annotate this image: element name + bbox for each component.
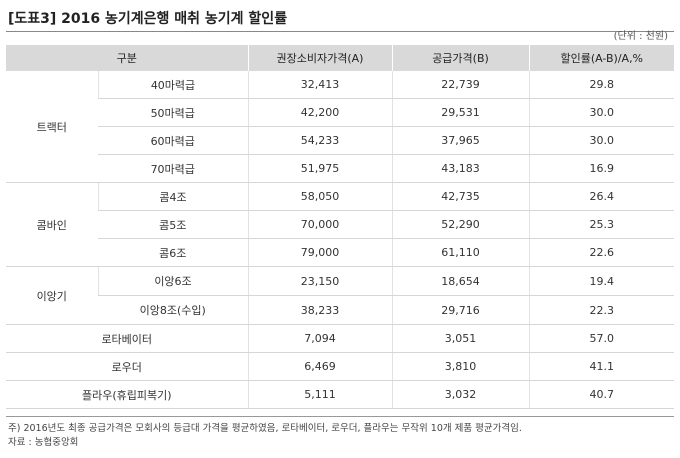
row-sub: 플라우(휴립피복기)	[6, 380, 248, 409]
table-row: 플라우(휴립피복기) 5,111 3,032 40.7	[6, 380, 674, 409]
retail-price: 70,000	[247, 210, 392, 239]
retail-price: 23,150	[247, 266, 392, 296]
table-row: 이앙기 이앙6조 23,150 18,654 19.4	[6, 266, 674, 325]
retail-price: 79,000	[247, 238, 392, 267]
unit-label: (단위 : 천원)	[613, 31, 668, 42]
supply-price: 52,290	[391, 210, 529, 239]
header-retail-price: 권장소비자가격(A)	[247, 45, 392, 71]
table-row: 로우더 6,469 3,810 41.1	[6, 352, 674, 381]
header-category: 구분	[6, 45, 248, 71]
retail-price: 54,233	[247, 126, 392, 155]
header-supply-price: 공급가격(B)	[391, 45, 529, 71]
discount-rate: 30.0	[528, 126, 674, 155]
discount-rate: 57.0	[528, 324, 674, 353]
footnote: 주) 2016년도 최종 공급가격은 모회사의 등급대 가격을 평균하였음, 로…	[8, 423, 522, 434]
supply-price: 61,110	[391, 238, 529, 267]
supply-price: 3,810	[391, 352, 529, 381]
table-row: 50마력급 42,200 29,531 30.0	[6, 98, 674, 127]
table-row: 콤6조 79,000 61,110 22.6	[6, 238, 674, 267]
retail-price: 32,413	[247, 71, 392, 99]
supply-price: 3,051	[391, 324, 529, 353]
row-sub: 50마력급	[98, 98, 248, 127]
retail-price: 58,050	[247, 182, 392, 211]
retail-price: 38,233	[247, 295, 392, 325]
price-table: 구분 권장소비자가격(A) 공급가격(B) 할인률(A-B)/A,% 트랙터 4…	[6, 45, 674, 409]
title-rule	[6, 31, 674, 32]
row-sub: 60마력급	[98, 126, 248, 155]
discount-rate: 22.3	[528, 295, 674, 325]
supply-price: 3,032	[391, 380, 529, 409]
retail-price: 5,111	[247, 380, 392, 409]
group-transplanter: 이앙기	[6, 266, 98, 325]
supply-price: 43,183	[391, 154, 529, 183]
discount-rate: 40.7	[528, 380, 674, 409]
group-tractor: 트랙터	[6, 71, 98, 183]
discount-rate: 16.9	[528, 154, 674, 183]
retail-price: 6,469	[247, 352, 392, 381]
row-sub: 콤6조	[98, 238, 248, 267]
row-sub: 로우더	[6, 352, 248, 381]
discount-rate: 25.3	[528, 210, 674, 239]
row-sub: 로타베이터	[6, 324, 248, 353]
discount-rate: 41.1	[528, 352, 674, 381]
table-row: 콤바인 콤4조 58,050 42,735 26.4	[6, 182, 674, 267]
table-row: 콤5조 70,000 52,290 25.3	[6, 210, 674, 239]
supply-price: 22,739	[391, 71, 529, 99]
source-note: 자료 : 농협중앙회	[8, 437, 79, 448]
discount-rate: 26.4	[528, 182, 674, 211]
supply-price: 42,735	[391, 182, 529, 211]
discount-rate: 19.4	[528, 266, 674, 296]
table-row: 70마력급 51,975 43,183 16.9	[6, 154, 674, 183]
retail-price: 7,094	[247, 324, 392, 353]
group-combine: 콤바인	[6, 182, 98, 267]
table-title: [도표3] 2016 농기계은행 매취 농기계 할인률	[8, 11, 288, 27]
supply-price: 29,716	[391, 295, 529, 325]
row-sub: 콤5조	[98, 210, 248, 239]
retail-price: 42,200	[247, 98, 392, 127]
retail-price: 51,975	[247, 154, 392, 183]
row-sub: 이앙6조	[97, 266, 248, 296]
row-sub: 70마력급	[98, 154, 248, 183]
table-row: 로타베이터 7,094 3,051 57.0	[6, 324, 674, 353]
supply-price: 18,654	[391, 266, 529, 296]
row-sub: 이앙8조(수입)	[98, 295, 248, 325]
header-discount-rate: 할인률(A-B)/A,%	[528, 45, 674, 71]
table-row: 60마력급 54,233 37,965 30.0	[6, 126, 674, 155]
row-sub: 40마력급	[97, 71, 248, 99]
discount-rate: 30.0	[528, 98, 674, 127]
discount-rate: 29.8	[528, 71, 674, 99]
table-row: 이앙8조(수입) 38,233 29,716 22.3	[6, 295, 674, 325]
discount-rate: 22.6	[528, 238, 674, 267]
header-row: 구분 권장소비자가격(A) 공급가격(B) 할인률(A-B)/A,%	[6, 45, 674, 71]
table-bottom-rule	[6, 416, 674, 417]
table-row: 트랙터 40마력급 32,413 22,739 29.8	[6, 71, 674, 183]
row-sub: 콤4조	[97, 182, 248, 211]
supply-price: 37,965	[391, 126, 529, 155]
supply-price: 29,531	[391, 98, 529, 127]
